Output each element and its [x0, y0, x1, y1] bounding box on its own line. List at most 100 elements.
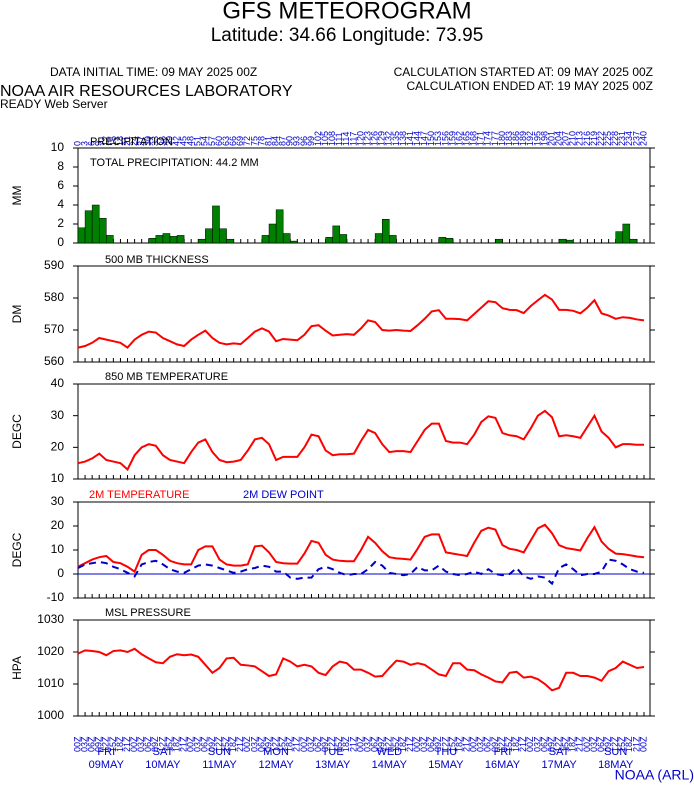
forecast-hour-label: 183	[504, 131, 514, 146]
panel-frame	[77, 501, 651, 599]
hour-label: 09Z	[263, 736, 273, 752]
forecast-hour-label: 24	[129, 136, 139, 146]
hour-label: 00Z	[469, 736, 479, 752]
forecast-hour-label: 33	[150, 136, 160, 146]
date-label: 10MAY	[145, 759, 181, 771]
date-label: 13MAY	[315, 759, 351, 771]
hour-label: 06Z	[426, 736, 436, 752]
forecast-hour-label: 150	[426, 131, 436, 146]
y-tick-label: 6	[57, 178, 64, 192]
forecast-hour-label: 120	[355, 131, 365, 146]
forecast-hour-label: 171	[476, 131, 486, 146]
forecast-hour-label: 156	[440, 131, 450, 146]
forecast-hour-label: 162	[454, 131, 464, 146]
hour-label: 21Z	[405, 736, 415, 752]
forecast-hour-label: 153	[433, 131, 443, 146]
forecast-hour-label: 228	[610, 131, 620, 146]
precip-bar	[169, 236, 178, 244]
hour-label: 00Z	[638, 736, 648, 752]
y-tick-label: 10	[51, 140, 65, 154]
hour-label: 06Z	[539, 736, 549, 752]
hour-label: 15Z	[108, 736, 118, 752]
forecast-hour-label: 75	[249, 136, 259, 146]
weekday-label: MON	[263, 746, 289, 758]
precip-bar	[162, 233, 171, 244]
forecast-hour-label: 102	[313, 131, 323, 146]
hour-label: 15Z	[617, 736, 627, 752]
forecast-hour-label: 114	[341, 132, 351, 146]
series-line	[77, 523, 645, 574]
hour-label: 00Z	[72, 736, 82, 752]
precip-bar	[155, 235, 164, 244]
hour-label: 00Z	[525, 736, 535, 752]
hour-label: 03Z	[476, 736, 486, 752]
series-line	[77, 558, 645, 586]
precip-bar	[148, 238, 157, 244]
y-tick-label: 1000	[37, 708, 64, 722]
forecast-hour-label: 48	[186, 136, 196, 146]
precip-bar	[77, 227, 86, 244]
forecast-hour-label: 12	[101, 136, 111, 146]
hour-label: 03Z	[306, 736, 316, 752]
forecast-hour-label: 84	[270, 136, 280, 146]
forecast-hour-label: 204	[553, 131, 563, 146]
forecast-hour-label: 174	[483, 131, 493, 146]
hour-label: 09Z	[94, 736, 104, 752]
hour-label: 15Z	[334, 736, 344, 752]
forecast-hour-label: 159	[447, 131, 457, 146]
precip-bar	[374, 233, 383, 244]
precip-bar	[275, 209, 284, 244]
y-tick-label: 2	[57, 216, 64, 230]
forecast-hour-label: 210	[568, 131, 578, 146]
hour-label: 21Z	[462, 736, 472, 752]
y-tick-label: 1020	[37, 644, 64, 658]
y-tick-label: 570	[44, 322, 64, 336]
hour-label: 09Z	[207, 736, 217, 752]
forecast-hour-label: 27	[136, 136, 146, 146]
hour-label: 06Z	[483, 736, 493, 752]
panel-frame	[77, 147, 651, 244]
hour-label: 15Z	[504, 736, 514, 752]
hour-label: 18Z	[115, 736, 125, 752]
precip-bar	[219, 228, 227, 244]
forecast-hour-label: 69	[235, 136, 245, 146]
hour-label: 03Z	[79, 736, 89, 752]
forecast-hour-label: 186	[511, 131, 521, 146]
y-tick-label: 40	[51, 376, 65, 390]
forecast-hour-label: 99	[306, 136, 316, 146]
date-label: 15MAY	[428, 759, 464, 771]
hour-label: 15Z	[164, 736, 174, 752]
hour-label: 00Z	[242, 736, 252, 752]
forecast-hour-label: 111	[334, 132, 344, 146]
panel-frame	[77, 383, 651, 480]
hour-label: 21Z	[631, 736, 641, 752]
hour-label: 06Z	[200, 736, 210, 752]
panel-title: 500 MB THICKNESS	[105, 254, 209, 266]
precip-bar	[212, 205, 220, 244]
forecast-hour-label: 213	[575, 131, 585, 146]
y-axis-label: DM	[10, 305, 24, 324]
precip-bar	[91, 204, 100, 244]
forecast-hour-label: 189	[518, 131, 528, 146]
forecast-hour-label: 132	[384, 131, 394, 146]
hour-label: 18Z	[454, 736, 464, 752]
forecast-hour-label: 18	[115, 136, 125, 146]
hour-label: 15Z	[221, 736, 231, 752]
hour-label: 00Z	[129, 736, 139, 752]
date-label: 17MAY	[541, 759, 577, 771]
forecast-hour-label: 129	[377, 131, 387, 146]
hour-label: 00Z	[582, 736, 592, 752]
weekday-label: SUN	[604, 746, 627, 758]
panel-title: PRECIPITATION	[90, 136, 173, 148]
panel-frame	[77, 265, 651, 363]
hour-label: 18Z	[285, 736, 295, 752]
forecast-hour-label: 54	[200, 136, 210, 146]
precip-bar	[98, 218, 107, 244]
forecast-hour-label: 240	[638, 131, 648, 146]
forecast-hour-label: 9	[94, 141, 104, 146]
y-axis-label: DEGC	[10, 532, 24, 567]
hour-label: 06Z	[256, 736, 266, 752]
hour-label: 21Z	[292, 736, 302, 752]
y-axis-label: MM	[10, 186, 24, 206]
